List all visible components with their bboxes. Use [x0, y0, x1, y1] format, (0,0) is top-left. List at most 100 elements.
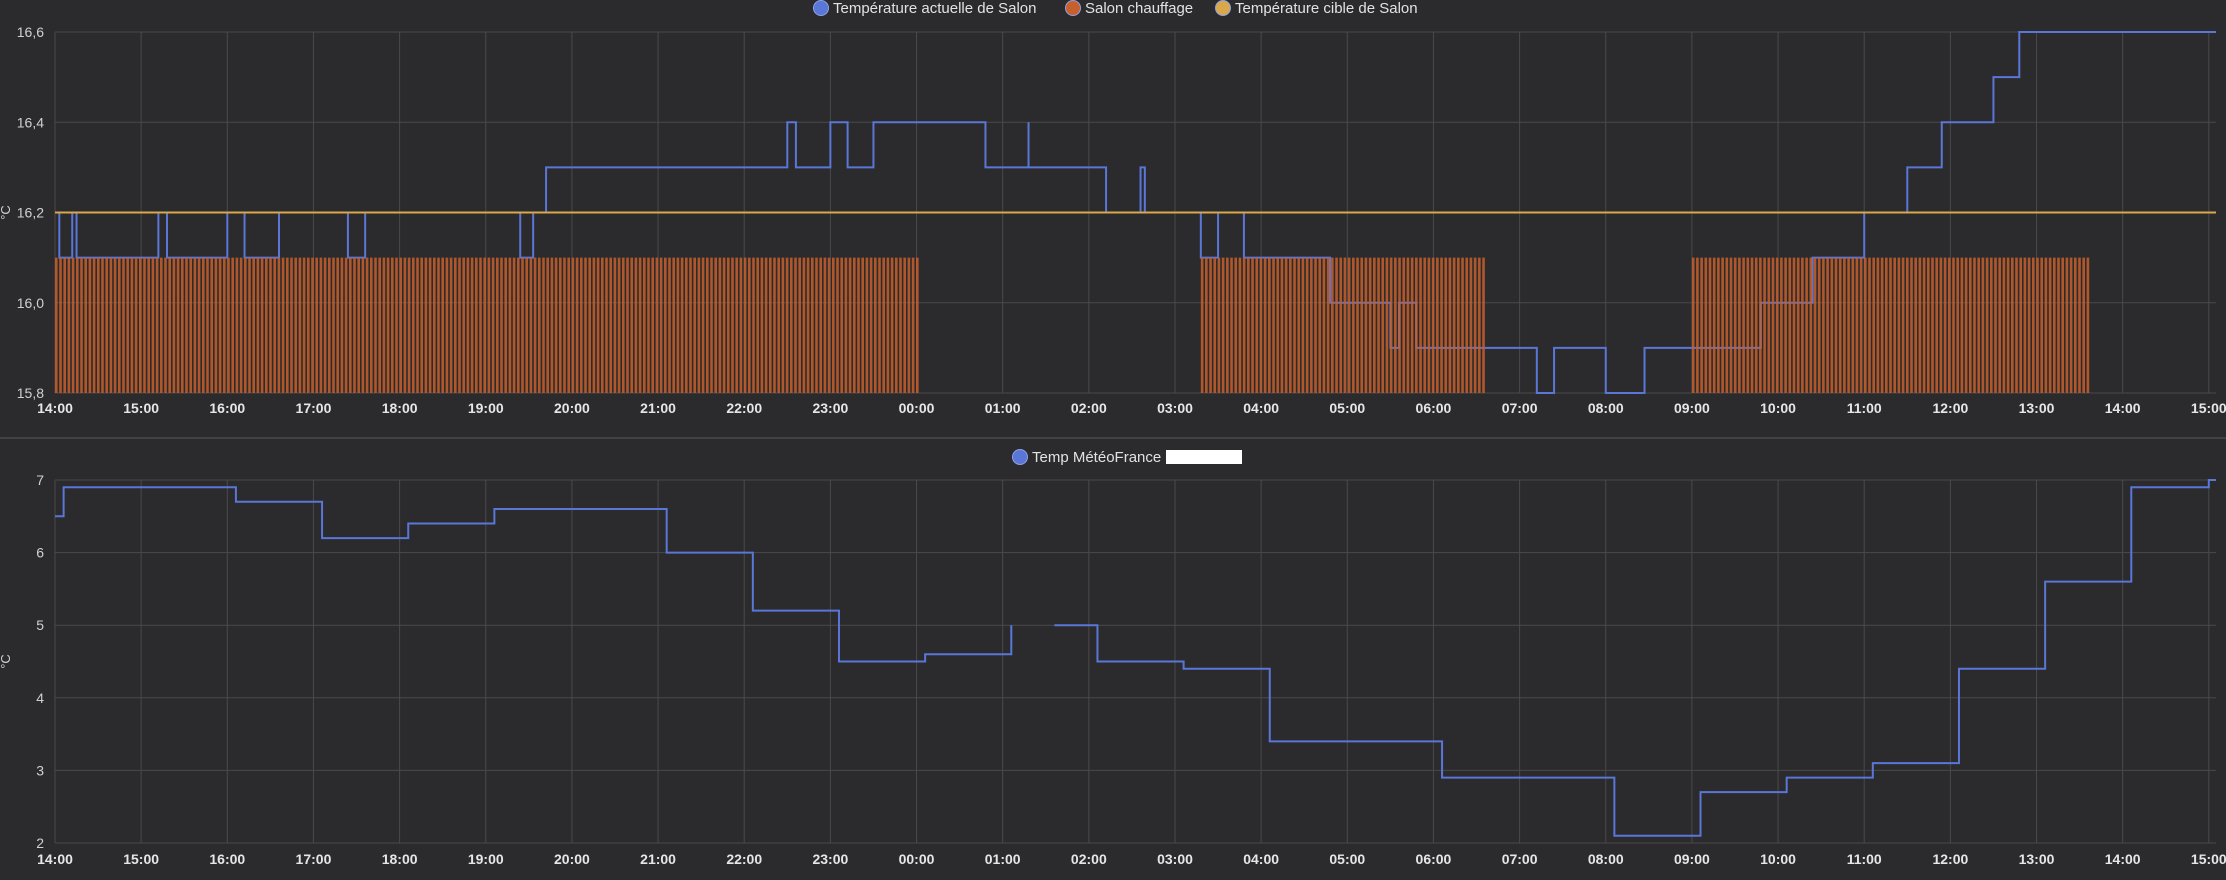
heating-stripe	[1708, 257, 1712, 393]
heating-stripe	[651, 257, 654, 393]
heating-stripe	[1251, 257, 1254, 393]
heating-stripe	[1230, 257, 1233, 393]
heating-stripe	[1213, 257, 1217, 393]
heating-stripe	[311, 257, 314, 393]
heating-stripe	[1750, 257, 1754, 393]
heating-stripe	[1998, 257, 2001, 393]
heating-stripe	[697, 257, 701, 393]
heating-stripe	[2048, 257, 2052, 393]
heating-stripe	[1889, 257, 1892, 393]
heating-stripe	[1406, 257, 1410, 393]
heating-stripe	[1784, 257, 1787, 393]
heating-stripe	[512, 257, 516, 393]
redacted-box	[1166, 450, 1242, 464]
heating-stripe	[1314, 257, 1317, 393]
heating-stripe	[185, 257, 188, 393]
x-tick-label: 13:00	[2019, 400, 2055, 416]
legend-swatch[interactable]	[1065, 0, 1081, 16]
heating-stripe	[1242, 257, 1246, 393]
heating-stripe	[382, 257, 386, 393]
heating-stripe	[172, 257, 176, 393]
legend-swatch[interactable]	[813, 0, 829, 16]
heating-stripe	[869, 257, 873, 393]
heating-stripe	[1733, 257, 1737, 393]
heating-stripe	[756, 257, 759, 393]
heating-stripe	[109, 257, 113, 393]
heating-stripe	[454, 257, 457, 393]
x-tick-label: 02:00	[1071, 851, 1107, 867]
heating-stripe	[1985, 257, 1989, 393]
x-tick-label: 05:00	[1329, 400, 1365, 416]
heating-stripe	[798, 257, 801, 393]
heating-stripe	[2061, 257, 2064, 393]
heating-stripe	[227, 257, 230, 393]
legend-swatch[interactable]	[1215, 0, 1231, 16]
x-tick-label: 01:00	[985, 400, 1021, 416]
heating-stripe	[563, 257, 566, 393]
heating-stripe	[1343, 257, 1347, 393]
heating-stripe	[1704, 257, 1708, 393]
heating-stripe	[865, 257, 869, 393]
heating-stripe	[748, 257, 751, 393]
heating-stripe	[1469, 257, 1473, 393]
legend-swatch[interactable]	[1012, 449, 1028, 465]
x-tick-label: 15:00	[2191, 851, 2226, 867]
temperature-line-0	[55, 31, 2216, 394]
heating-stripe	[554, 257, 558, 393]
heating-stripe	[731, 257, 734, 393]
heating-stripe	[605, 257, 608, 393]
heating-stripe	[1247, 257, 1250, 393]
heating-stripe	[844, 257, 848, 393]
heating-stripe	[1834, 257, 1838, 393]
heating-stripe	[1767, 257, 1771, 393]
heating-stripe	[101, 257, 104, 393]
heating-stripe	[1859, 257, 1863, 393]
heating-stripe	[1284, 257, 1288, 393]
heating-stripe	[2044, 257, 2048, 393]
heating-stripe	[588, 257, 591, 393]
heating-stripe	[1780, 257, 1783, 393]
heating-stripe	[1691, 257, 1695, 393]
heating-stripe	[416, 257, 419, 393]
heating-stripe	[399, 257, 402, 393]
heating-stripe	[1217, 257, 1221, 393]
x-tick-label: 12:00	[1932, 851, 1968, 867]
heating-stripe	[529, 257, 533, 393]
heating-stripe	[2010, 257, 2014, 393]
heating-stripe	[1847, 257, 1850, 393]
heating-stripe	[332, 257, 335, 393]
heating-stripe	[475, 257, 478, 393]
heating-stripe	[118, 257, 121, 393]
y-tick-label: 16,6	[17, 24, 44, 40]
heating-stripe	[601, 257, 604, 393]
heating-stripe	[706, 257, 709, 393]
legend-entry: Temp MétéoFrance	[1032, 449, 1161, 466]
heating-stripe	[1981, 257, 1985, 393]
heating-stripe	[1994, 257, 1997, 393]
heating-stripe	[424, 257, 428, 393]
heating-stripe	[693, 257, 696, 393]
heating-stripe	[2057, 257, 2060, 393]
heating-stripe	[517, 257, 520, 393]
heating-stripe	[1989, 257, 1993, 393]
heating-stripe	[1440, 257, 1443, 393]
heating-stripe	[1318, 257, 1322, 393]
heating-stripe	[273, 257, 276, 393]
heating-stripe	[764, 257, 768, 393]
legend-entry: Salon chauffage	[1085, 0, 1193, 17]
heating-stripe	[176, 257, 180, 393]
heating-stripe	[916, 257, 919, 393]
heating-stripe	[1238, 257, 1242, 393]
x-tick-label: 06:00	[1416, 400, 1452, 416]
heating-stripe	[218, 257, 222, 393]
y-tick-label: 7	[36, 472, 44, 488]
x-tick-label: 11:00	[1847, 851, 1882, 867]
x-tick-label: 22:00	[726, 400, 762, 416]
heating-stripe	[252, 257, 255, 393]
heating-stripe	[769, 257, 772, 393]
heating-stripe	[504, 257, 507, 393]
heating-stripe	[479, 257, 482, 393]
heating-stripe	[1389, 257, 1393, 393]
heating-stripe	[269, 257, 272, 393]
heating-stripe	[1478, 257, 1481, 393]
